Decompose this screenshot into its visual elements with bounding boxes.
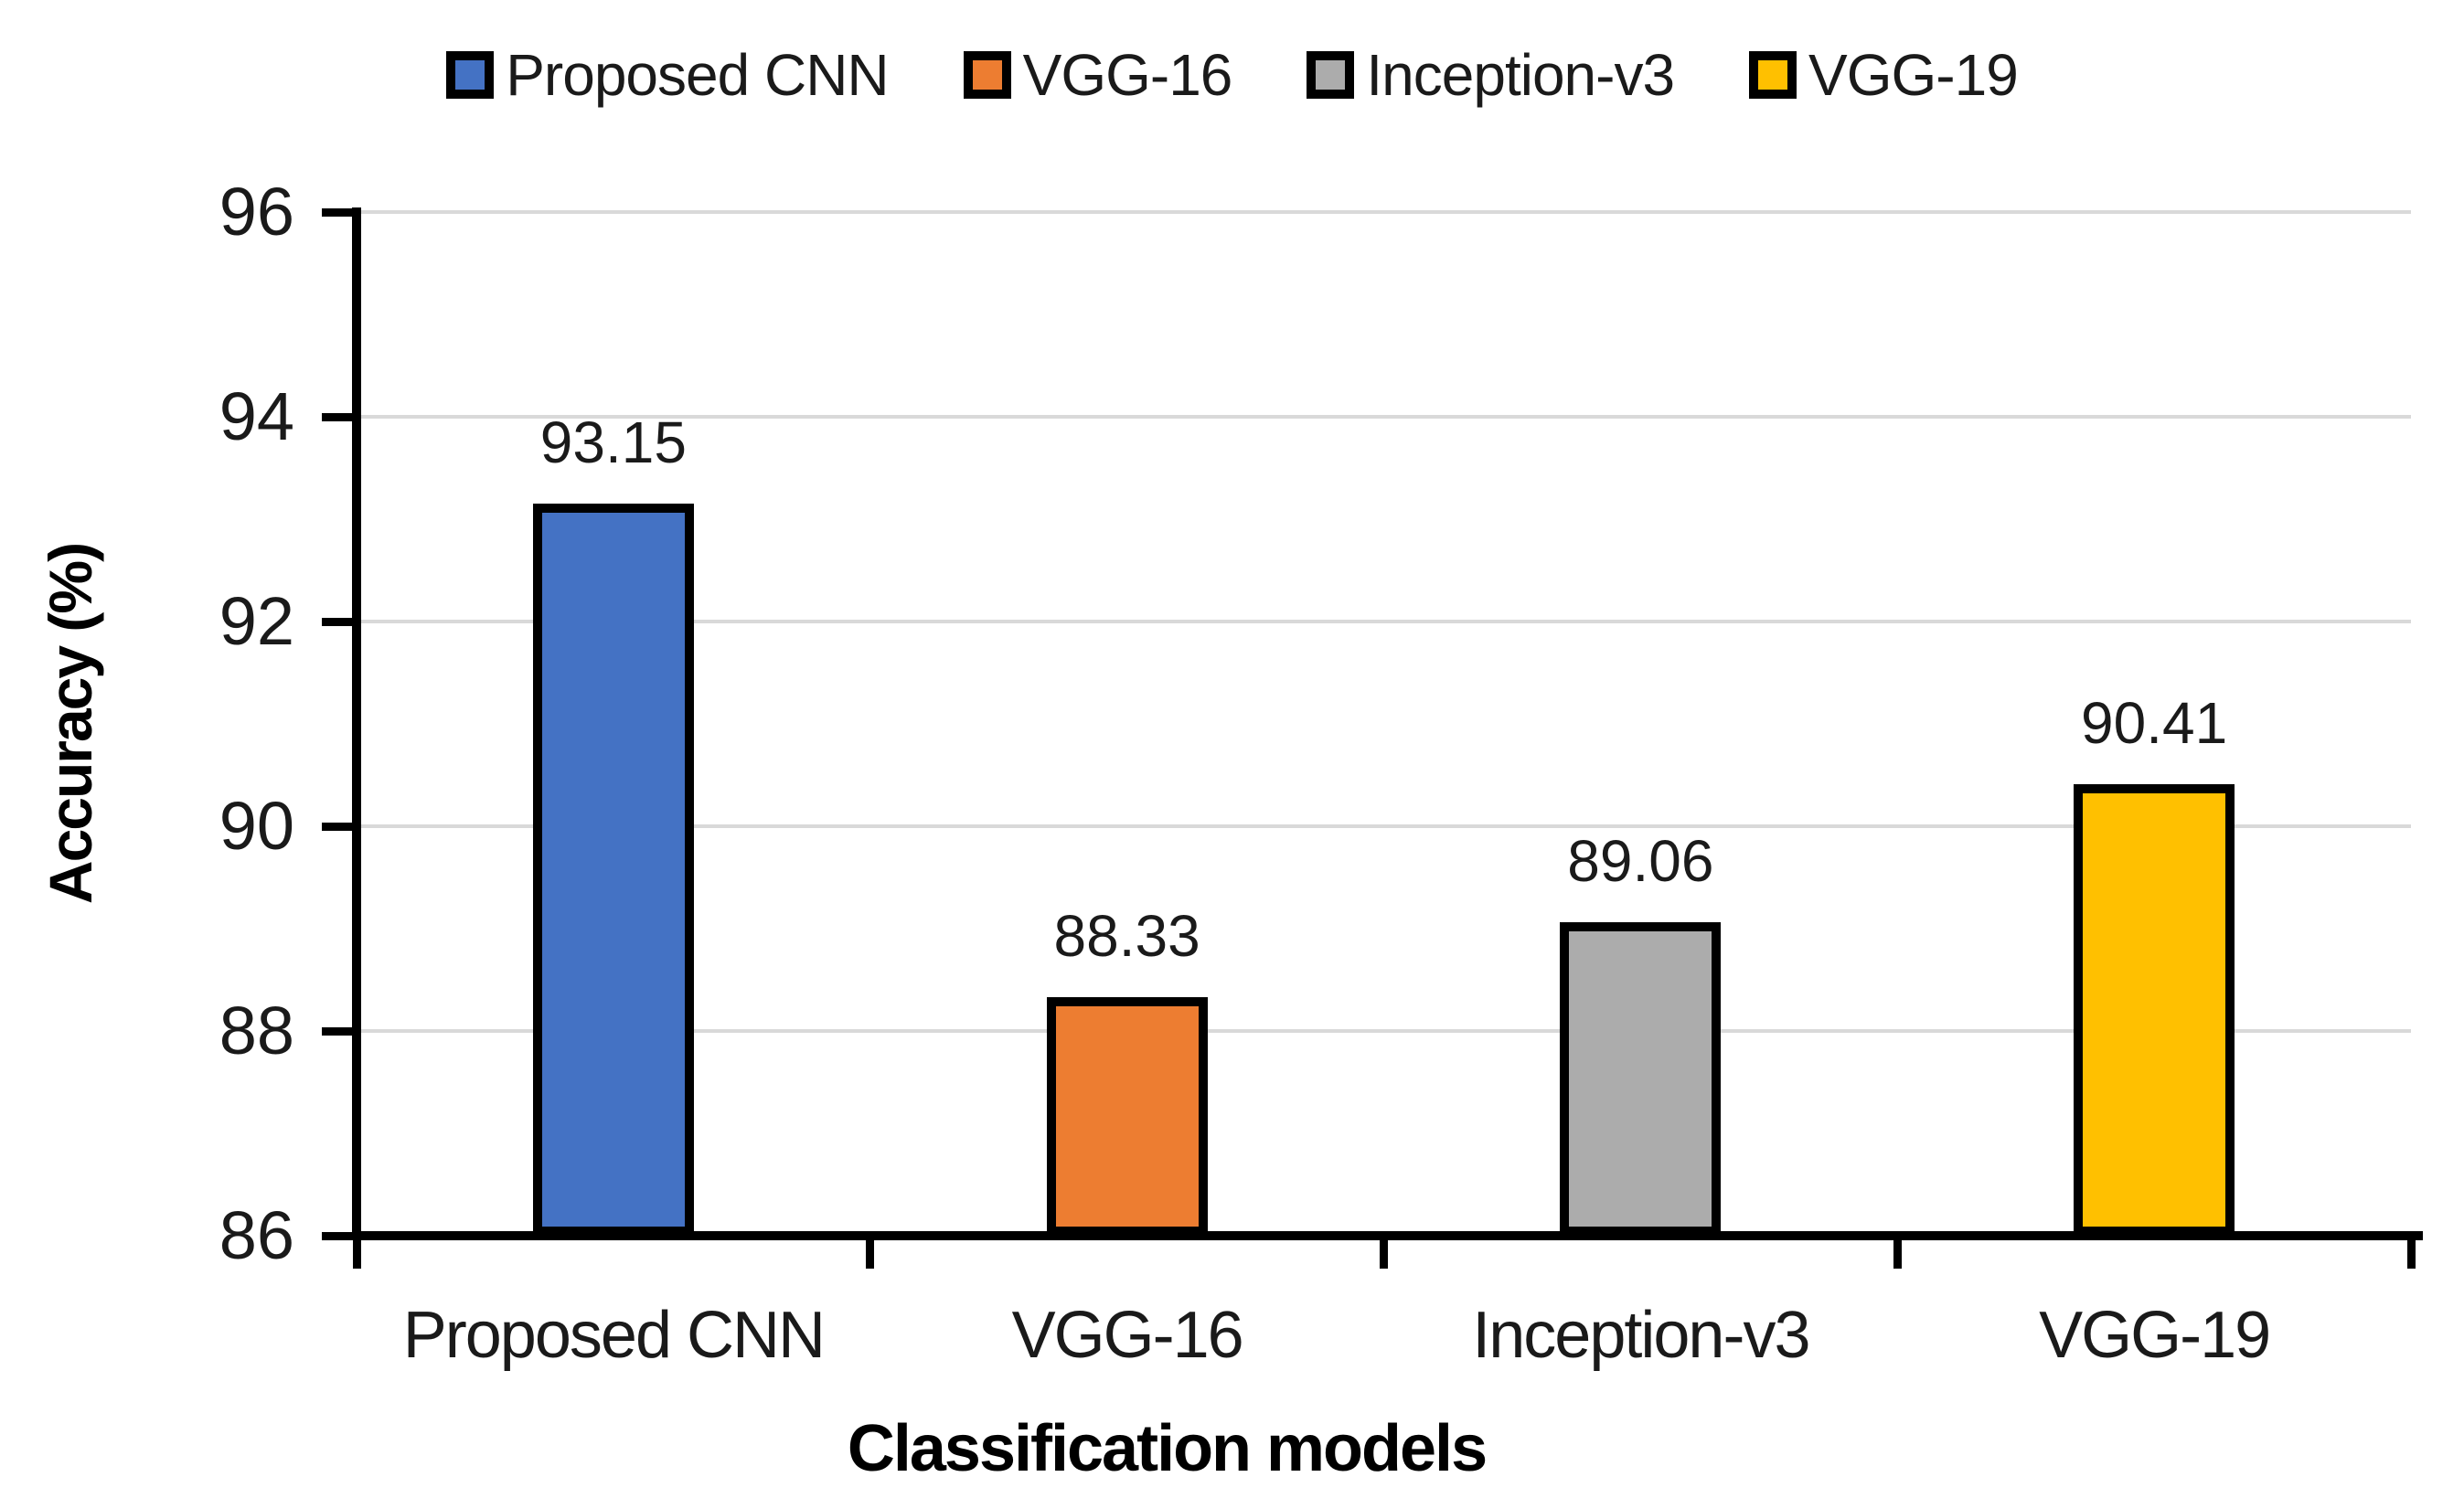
y-tick-label-94: 94 xyxy=(219,378,294,454)
gridline-96 xyxy=(357,210,2411,214)
y-tick-label-86: 86 xyxy=(219,1197,294,1273)
y-axis-title: Accuracy (%) xyxy=(37,543,104,905)
legend-label-inception-v3: Inception-v3 xyxy=(1366,42,1675,108)
legend-item-vgg-19: VGG-19 xyxy=(1749,41,2019,109)
y-tick-label-92: 92 xyxy=(219,583,294,659)
gridline-94 xyxy=(357,415,2411,419)
y-tick-label-90: 90 xyxy=(219,788,294,864)
x-category-label-proposed-cnn: Proposed CNN xyxy=(402,1299,826,1372)
bar-proposed-cnn xyxy=(532,504,694,1236)
bar-value-label-vgg-19: 90.41 xyxy=(2081,690,2228,757)
x-tick-4 xyxy=(2406,1236,2416,1269)
y-tick-94 xyxy=(322,412,357,421)
bar-value-label-proposed-cnn: 93.15 xyxy=(539,409,687,476)
legend-label-vgg-16: VGG-16 xyxy=(1022,42,1233,108)
bar-vgg-16 xyxy=(1046,997,1208,1236)
bar-inception-v3 xyxy=(1560,922,1722,1236)
legend-marker-vgg-16 xyxy=(963,51,1011,99)
gridline-90 xyxy=(357,824,2411,828)
y-tick-96 xyxy=(322,207,357,217)
y-tick-label-88: 88 xyxy=(219,993,294,1068)
y-tick-86 xyxy=(322,1231,357,1240)
x-tick-1 xyxy=(866,1236,875,1269)
x-tick-2 xyxy=(1380,1236,1388,1269)
legend-marker-proposed-cnn xyxy=(446,51,495,99)
bar-value-label-vgg-16: 88.33 xyxy=(1053,903,1200,970)
legend-item-inception-v3: Inception-v3 xyxy=(1307,41,1675,109)
x-tick-3 xyxy=(1893,1236,1902,1269)
y-axis-line xyxy=(352,207,361,1240)
y-tick-92 xyxy=(322,617,357,626)
legend-marker-vgg-19 xyxy=(1749,51,1797,99)
y-tick-label-96: 96 xyxy=(219,174,294,250)
y-tick-88 xyxy=(322,1026,357,1036)
chart-legend: Proposed CNN VGG-16 Inception-v3 VGG-19 xyxy=(0,40,2464,110)
bar-vgg-19 xyxy=(2074,784,2235,1236)
x-axis-line xyxy=(352,1231,2423,1240)
x-tick-0 xyxy=(352,1236,361,1269)
y-tick-90 xyxy=(322,822,357,831)
gridline-92 xyxy=(357,620,2411,623)
x-category-label-inception-v3: Inception-v3 xyxy=(1472,1299,1810,1372)
bar-value-label-inception-v3: 89.06 xyxy=(1567,828,1714,895)
x-category-label-vgg-19: VGG-19 xyxy=(2039,1299,2271,1372)
legend-item-vgg-16: VGG-16 xyxy=(963,41,1233,109)
legend-label-proposed-cnn: Proposed CNN xyxy=(506,42,889,108)
legend-marker-inception-v3 xyxy=(1307,51,1355,99)
legend-label-vgg-19: VGG-19 xyxy=(1808,42,2019,108)
x-axis-title: Classification models xyxy=(847,1412,1488,1485)
gridline-88 xyxy=(357,1029,2411,1033)
x-category-label-vgg-16: VGG-16 xyxy=(1011,1299,1244,1372)
legend-item-proposed-cnn: Proposed CNN xyxy=(446,41,890,109)
